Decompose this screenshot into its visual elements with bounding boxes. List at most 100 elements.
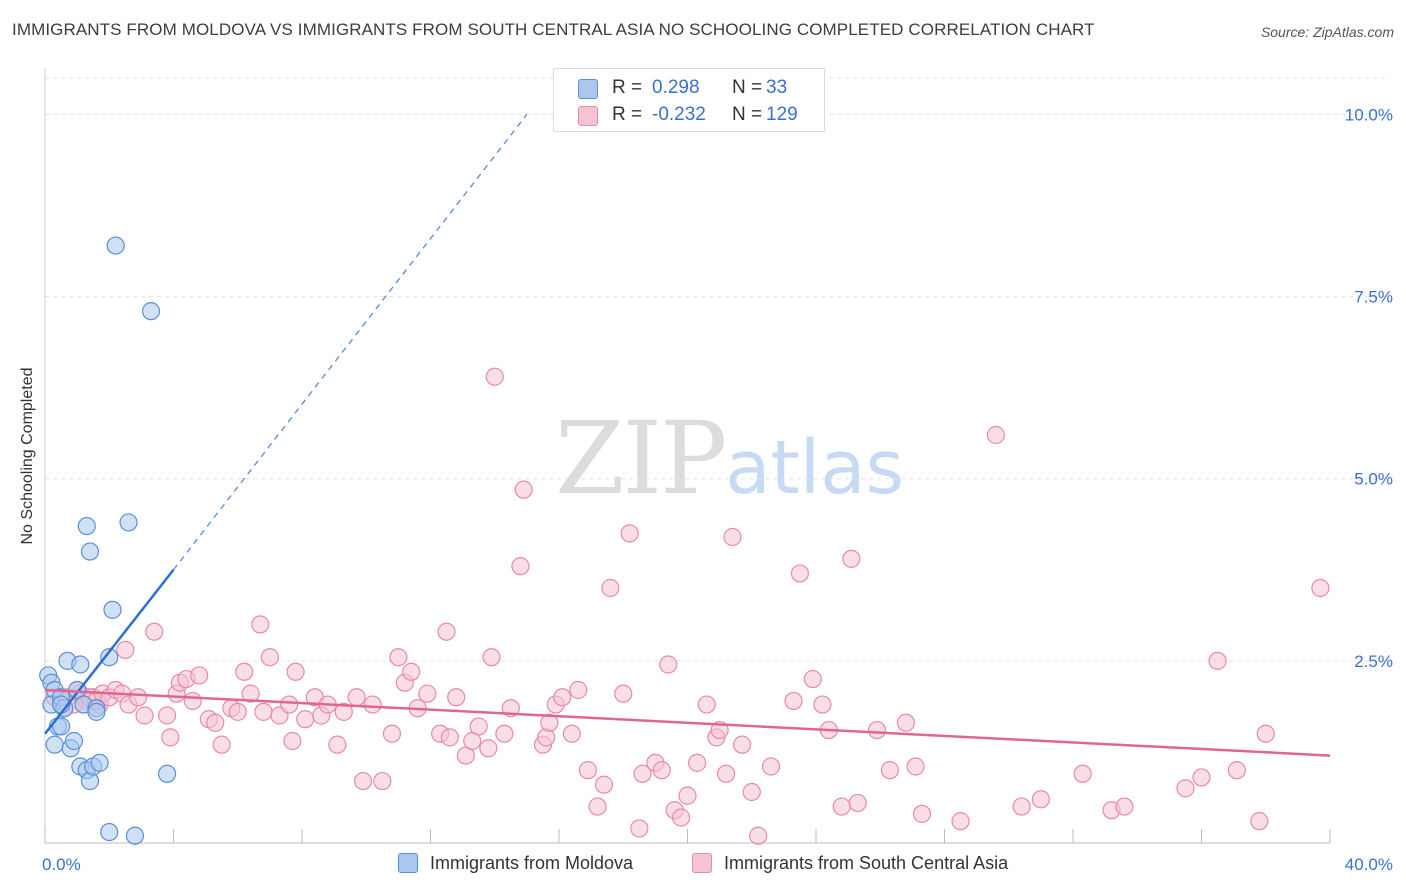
- south-central-asia-point: [440, 728, 459, 747]
- south-central-asia-point: [296, 710, 315, 729]
- south-central-asia-point: [353, 771, 373, 791]
- south-central-asia-point: [742, 782, 761, 802]
- x-tick-label: 0.0%: [42, 855, 81, 874]
- south-central-asia-point: [334, 702, 353, 721]
- moldova-point: [90, 753, 109, 772]
- south-central-asia-point: [601, 578, 620, 598]
- south-central-asia-point: [842, 549, 861, 568]
- south-central-asia-point: [594, 775, 614, 794]
- bottom-legend-label: Immigrants from South Central Asia: [724, 853, 1009, 873]
- south-central-asia-point: [659, 655, 678, 674]
- legend-r-value: 0.298: [652, 77, 700, 98]
- south-central-asia-point: [260, 648, 279, 667]
- south-central-asia-point: [912, 804, 932, 823]
- south-central-asia-point: [761, 757, 781, 776]
- legend-r-label: R =: [612, 104, 643, 125]
- source-label: Source: ZipAtlas.com: [1260, 24, 1394, 40]
- legend-n-label: N =: [732, 77, 763, 98]
- south-central-asia-point: [678, 786, 697, 805]
- moldova-point: [157, 764, 177, 783]
- south-central-asia-point: [578, 761, 598, 780]
- south-central-asia-point: [553, 688, 572, 707]
- legend-swatch-blue: [578, 79, 598, 99]
- legend-n-value: 129: [766, 104, 798, 125]
- x-tick-label: 40.0%: [1345, 855, 1393, 874]
- south-central-asia-point: [733, 735, 752, 754]
- moldova-point: [87, 702, 106, 721]
- south-central-asia-point: [286, 662, 305, 681]
- south-central-asia-point: [716, 764, 736, 783]
- south-central-asia-point: [328, 735, 347, 754]
- south-central-asia-point: [1073, 764, 1092, 783]
- south-central-asia-point: [813, 695, 832, 714]
- south-central-asia-point: [129, 688, 148, 707]
- south-central-asia-point: [514, 480, 533, 499]
- south-central-asia-point: [803, 669, 822, 689]
- correlation-legend: R = 0.298 N = 33 R = -0.232 N = 129: [553, 68, 825, 132]
- moldova-point: [64, 731, 84, 751]
- south-central-asia-point: [1192, 768, 1211, 787]
- south-central-asia-point: [469, 717, 488, 736]
- watermark-atlas: atlas: [725, 425, 905, 511]
- south-central-asia-point: [389, 648, 408, 667]
- south-central-asia-point: [402, 662, 421, 681]
- south-central-asia-point: [116, 640, 135, 660]
- moldova-point: [141, 302, 161, 321]
- moldova-trend-extension: [172, 114, 528, 571]
- south-central-asia-point: [363, 695, 382, 714]
- south-central-asia-point: [373, 771, 392, 791]
- south-central-asia-point: [896, 713, 916, 732]
- south-central-asia-point: [495, 724, 514, 743]
- south-central-asia-point: [183, 691, 202, 711]
- watermark: ZIPatlas: [555, 400, 904, 517]
- south-central-asia-point: [228, 702, 247, 721]
- south-central-asia-point: [569, 680, 588, 700]
- south-central-asia-point: [157, 706, 177, 725]
- south-central-asia-point: [790, 564, 810, 583]
- watermark-zip: ZIP: [555, 400, 727, 517]
- south-central-asia-point: [206, 713, 225, 732]
- moldova-point: [45, 735, 64, 754]
- south-central-asia-point: [447, 688, 466, 707]
- legend-n-value: 33: [766, 77, 788, 98]
- south-central-asia-point: [437, 622, 456, 641]
- south-central-asia-point: [1115, 797, 1134, 816]
- south-central-asia-point: [630, 819, 649, 838]
- south-central-asia-trend-line: [44, 688, 1331, 757]
- south-central-asia-point: [1031, 790, 1050, 809]
- south-central-asia-point: [280, 695, 299, 714]
- moldova-trend-line: [44, 569, 175, 735]
- y-tick-label: 2.5%: [1354, 652, 1393, 671]
- y-tick-label: 7.5%: [1354, 288, 1393, 307]
- south-central-asia-point: [951, 812, 970, 831]
- legend-r-value: -0.232: [652, 104, 706, 125]
- south-central-asia-point: [614, 684, 633, 703]
- south-central-asia-point: [1176, 779, 1195, 798]
- south-central-asia-point: [235, 662, 254, 681]
- south-central-asia-point: [906, 757, 925, 776]
- south-central-asia-point: [254, 702, 273, 721]
- moldova-point: [100, 822, 119, 842]
- south-central-asia-point: [1208, 651, 1227, 670]
- south-central-asia-point: [688, 753, 707, 772]
- y-tick-label: 10.0%: [1345, 105, 1393, 124]
- bottom-legend-label: Immigrants from Moldova: [430, 853, 634, 873]
- south-central-asia-point: [848, 793, 867, 813]
- legend-r-label: R =: [612, 77, 643, 98]
- south-central-asia-point: [511, 557, 530, 576]
- south-central-asia-point: [145, 622, 164, 641]
- south-central-asia-point: [418, 684, 437, 703]
- south-central-asia-point: [697, 695, 716, 714]
- south-central-asia-point: [784, 691, 803, 711]
- south-central-asia-point: [867, 720, 887, 740]
- moldova-point: [71, 655, 90, 674]
- legend-swatch-pink: [578, 106, 598, 126]
- south-central-asia-point: [251, 615, 270, 634]
- south-central-asia-point: [1311, 578, 1330, 598]
- south-central-asia-point: [562, 724, 581, 743]
- bottom-legend-swatch-blue: [398, 853, 418, 873]
- south-central-asia-point: [880, 761, 899, 780]
- south-central-asia-point: [620, 524, 639, 543]
- south-central-asia-point: [1250, 812, 1269, 831]
